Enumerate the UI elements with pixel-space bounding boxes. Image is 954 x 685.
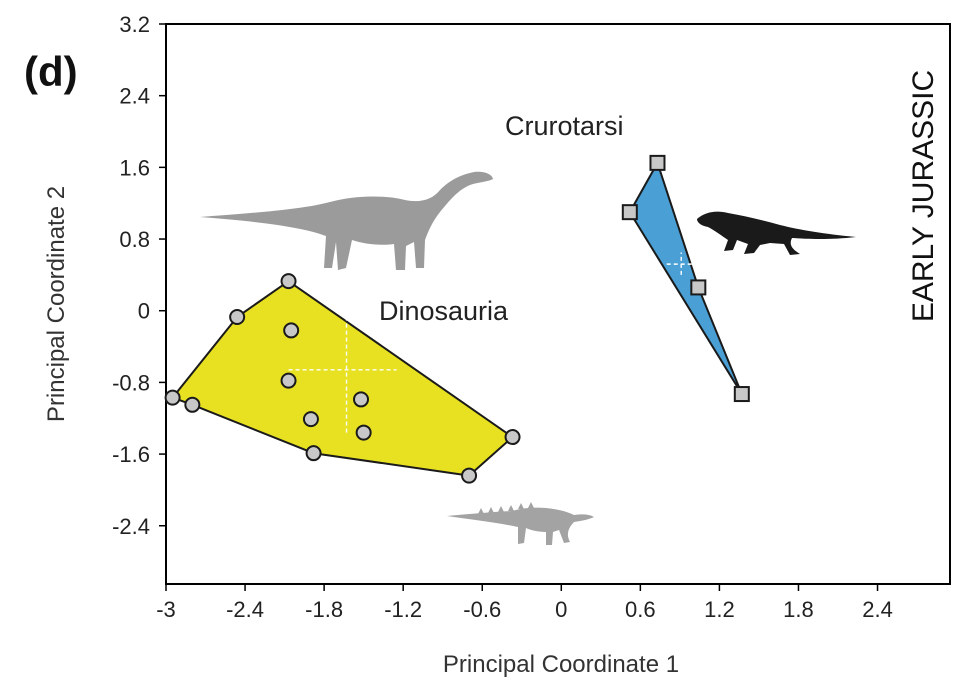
dinosauria-point: [283, 322, 300, 339]
dinosauria-hull: [171, 280, 514, 477]
dinosauria-point: [355, 424, 372, 441]
ornithischian-silhouette-icon: [447, 507, 594, 545]
x-tick-label: -1.8: [305, 597, 343, 622]
panel-label: (d): [24, 48, 78, 95]
x-tick-label: 2.4: [862, 597, 893, 622]
crurotarsi-point: [733, 386, 750, 403]
crurotarsi-point: [649, 154, 666, 171]
y-tick-label: -0.8: [112, 370, 150, 395]
y-tick-label: 3.2: [119, 12, 150, 37]
x-tick-label: 1.8: [783, 597, 814, 622]
dinosauria-point: [280, 273, 297, 290]
x-tick-label: 0: [555, 597, 567, 622]
dinosauria-point: [229, 308, 246, 325]
x-axis: -3 -2.4 -1.8 -1.2 -0.6 0 0.6 1.2 1.8 2.4: [156, 584, 893, 622]
dinosauria-point: [280, 372, 297, 389]
y-tick-label: 1.6: [119, 155, 150, 180]
y-axis: 3.2 2.4 1.6 0.8 0 -0.8 -1.6 -2.4: [112, 12, 166, 539]
x-tick-label: -3: [156, 597, 176, 622]
y-tick-label: -1.6: [112, 442, 150, 467]
dinosauria-point: [164, 389, 181, 406]
dinosauria-point: [302, 411, 319, 428]
x-axis-title: Principal Coordinate 1: [443, 651, 679, 678]
y-tick-label: 0.8: [119, 227, 150, 252]
crurotarsi-point: [690, 279, 707, 296]
crurotarsi-label: Crurotarsi: [505, 111, 624, 141]
dinosauria-point: [305, 445, 322, 462]
x-tick-label: 1.2: [704, 597, 735, 622]
crurotarsi-hull: [628, 161, 743, 395]
dinosauria-point: [461, 467, 478, 484]
crurotarsi-point: [621, 204, 638, 221]
x-tick-label: -1.2: [384, 597, 422, 622]
crurotarsan-silhouette-icon: [697, 211, 856, 255]
y-tick-label: 2.4: [119, 84, 150, 109]
x-tick-label: 0.6: [625, 597, 656, 622]
points-layer: [164, 154, 750, 484]
silhouette-layer: [200, 171, 856, 545]
plot-frame: [165, 23, 951, 585]
sauropod-silhouette-icon: [200, 171, 493, 270]
x-tick-label: -2.4: [226, 597, 264, 622]
dinosauria-point: [353, 391, 370, 408]
crosshair-layer: [288, 252, 696, 433]
y-tick-label: -2.4: [112, 514, 150, 539]
y-axis-title: Principal Coordinate 2: [43, 186, 70, 422]
x-tick-label: -0.6: [463, 597, 501, 622]
period-label: EARLY JURASSIC: [907, 70, 940, 322]
dinosauria-point: [504, 429, 521, 446]
dinosauria-point: [184, 396, 201, 413]
ornithischian-spikes-icon: [478, 502, 534, 514]
y-tick-label: 0: [138, 299, 150, 324]
dinosauria-label: Dinosauria: [379, 296, 509, 326]
